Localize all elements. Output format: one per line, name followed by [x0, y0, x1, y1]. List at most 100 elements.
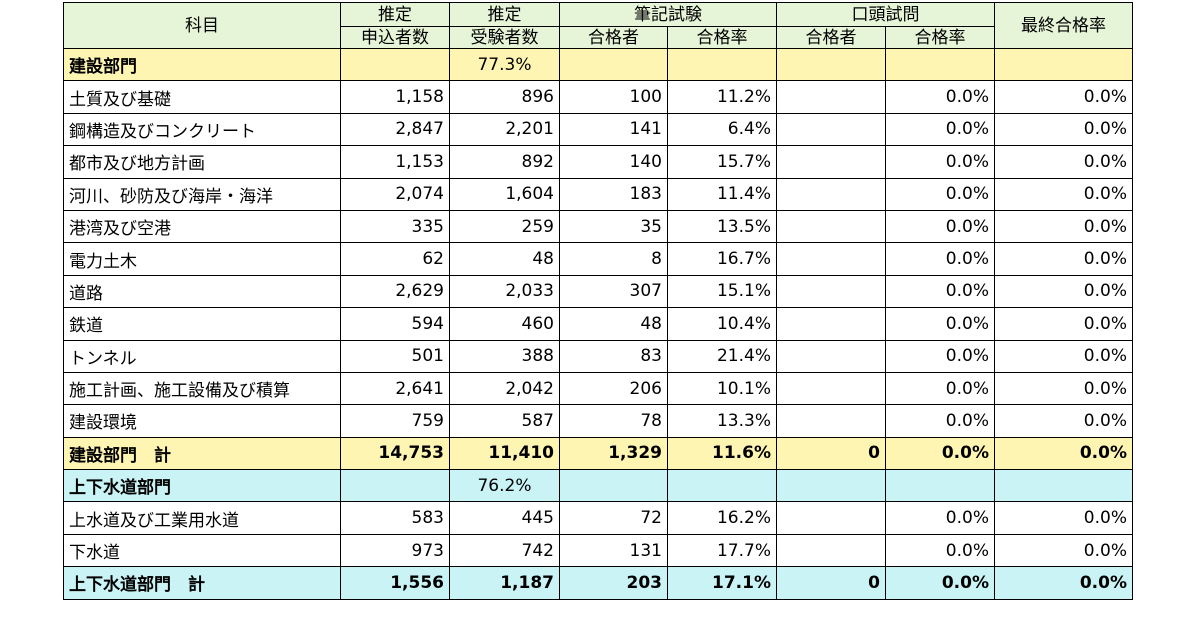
total-written-passers-cell: 1,329 — [559, 436, 668, 471]
examinees-cell: 1,604 — [449, 177, 560, 211]
written-rate-cell: 21.4% — [667, 339, 777, 373]
written-passers-cell: 48 — [559, 307, 668, 341]
oral-passers-cell — [776, 501, 886, 535]
table-row: 上水道及び工業用水道 583 445 72 16.2% 0.0% 0.0% — [63, 501, 1133, 535]
written-rate-cell: 13.3% — [667, 404, 777, 438]
oral-passers-cell — [776, 145, 886, 179]
final-rate-cell: 0.0% — [994, 501, 1133, 535]
final-rate-cell: 0.0% — [994, 274, 1133, 309]
total-oral-passers-cell: 0 — [776, 566, 886, 600]
header-examinees-line2: 受験者数 — [449, 26, 560, 49]
written-passers-cell: 83 — [559, 339, 668, 373]
header-oral-rate: 合格率 — [885, 26, 995, 49]
section-header-row: 建設部門 77.3% — [63, 47, 1133, 82]
table-row: 道路 2,629 2,033 307 15.1% 0.0% 0.0% — [63, 274, 1133, 309]
final-rate-cell: 0.0% — [994, 307, 1133, 341]
applicants-cell: 501 — [340, 339, 450, 373]
subject-cell: 道路 — [63, 274, 341, 309]
written-passers-cell: 72 — [559, 501, 668, 535]
empty-cell — [340, 469, 450, 503]
oral-rate-cell: 0.0% — [885, 242, 995, 276]
section-name: 上下水道部門 — [63, 469, 341, 503]
header-final-rate: 最終合格率 — [994, 2, 1133, 49]
final-rate-cell: 0.0% — [994, 404, 1133, 438]
header-applicants-line2: 申込者数 — [340, 26, 450, 49]
examinees-cell: 48 — [449, 242, 560, 276]
empty-cell — [885, 469, 995, 503]
header-applicants-line1: 推定 — [340, 2, 450, 27]
total-oral-rate-cell: 0.0% — [885, 566, 995, 600]
empty-cell — [994, 47, 1133, 82]
empty-cell — [559, 469, 668, 503]
oral-passers-cell — [776, 242, 886, 276]
final-rate-cell: 0.0% — [994, 177, 1133, 211]
written-rate-cell: 11.4% — [667, 177, 777, 211]
subject-cell: 河川、砂防及び海岸・海洋 — [63, 177, 341, 211]
section-total-row: 上下水道部門 計 1,556 1,187 203 17.1% 0 0.0% 0.0% — [63, 566, 1133, 600]
table-row: 電力土木 62 48 8 16.7% 0.0% 0.0% — [63, 242, 1133, 276]
header-row-1: 科目 推定 推定 筆記試験 口頭試問 最終合格率 — [63, 2, 1133, 49]
empty-cell — [559, 47, 668, 82]
oral-rate-cell: 0.0% — [885, 80, 995, 114]
written-passers-cell: 100 — [559, 80, 668, 114]
final-rate-cell: 0.0% — [994, 371, 1133, 406]
written-rate-cell: 15.1% — [667, 274, 777, 309]
applicants-cell: 1,158 — [340, 80, 450, 114]
total-written-rate-cell: 11.6% — [667, 436, 777, 471]
header-oral-passers: 合格者 — [776, 26, 886, 49]
oral-rate-cell: 0.0% — [885, 112, 995, 147]
oral-rate-cell: 0.0% — [885, 274, 995, 309]
oral-rate-cell: 0.0% — [885, 371, 995, 406]
written-passers-cell: 140 — [559, 145, 668, 179]
total-final-rate-cell: 0.0% — [994, 566, 1133, 600]
section-exam-rate: 76.2% — [449, 469, 560, 503]
header-written-exam: 筆記試験 — [559, 2, 777, 27]
applicants-cell: 2,847 — [340, 112, 450, 147]
oral-rate-cell: 0.0% — [885, 177, 995, 211]
written-passers-cell: 183 — [559, 177, 668, 211]
subject-cell: 下水道 — [63, 533, 341, 568]
final-rate-cell: 0.0% — [994, 533, 1133, 568]
applicants-cell: 2,074 — [340, 177, 450, 211]
total-final-rate-cell: 0.0% — [994, 436, 1133, 471]
subject-cell: 鋼構造及びコンクリート — [63, 112, 341, 147]
oral-passers-cell — [776, 339, 886, 373]
examinees-cell: 587 — [449, 404, 560, 438]
examinees-cell: 892 — [449, 145, 560, 179]
table-body: 科目 推定 推定 筆記試験 口頭試問 最終合格率 申込者数 受験者数 合格者 合… — [63, 2, 1133, 600]
oral-passers-cell — [776, 404, 886, 438]
empty-cell — [340, 47, 450, 82]
written-rate-cell: 11.2% — [667, 80, 777, 114]
written-rate-cell: 10.1% — [667, 371, 777, 406]
written-passers-cell: 8 — [559, 242, 668, 276]
oral-passers-cell — [776, 177, 886, 211]
final-rate-cell: 0.0% — [994, 339, 1133, 373]
oral-rate-cell: 0.0% — [885, 307, 995, 341]
header-oral-exam: 口頭試問 — [776, 2, 995, 27]
results-table: 科目 推定 推定 筆記試験 口頭試問 最終合格率 申込者数 受験者数 合格者 合… — [63, 2, 1133, 600]
applicants-cell: 62 — [340, 242, 450, 276]
written-rate-cell: 10.4% — [667, 307, 777, 341]
applicants-cell: 1,153 — [340, 145, 450, 179]
section-exam-rate: 77.3% — [449, 47, 560, 82]
written-rate-cell: 13.5% — [667, 209, 777, 244]
oral-passers-cell — [776, 209, 886, 244]
examinees-cell: 445 — [449, 501, 560, 535]
table-row: 河川、砂防及び海岸・海洋 2,074 1,604 183 11.4% 0.0% 0.0% — [63, 177, 1133, 211]
written-passers-cell: 35 — [559, 209, 668, 244]
subject-cell: 電力土木 — [63, 242, 341, 276]
total-subject-cell: 上下水道部門 計 — [63, 566, 341, 600]
table-row: トンネル 501 388 83 21.4% 0.0% 0.0% — [63, 339, 1133, 373]
written-rate-cell: 16.7% — [667, 242, 777, 276]
empty-cell — [994, 469, 1133, 503]
oral-rate-cell: 0.0% — [885, 209, 995, 244]
written-passers-cell: 206 — [559, 371, 668, 406]
total-written-rate-cell: 17.1% — [667, 566, 777, 600]
oral-rate-cell: 0.0% — [885, 339, 995, 373]
total-oral-passers-cell: 0 — [776, 436, 886, 471]
table-row: 鉄道 594 460 48 10.4% 0.0% 0.0% — [63, 307, 1133, 341]
total-examinees-cell: 1,187 — [449, 566, 560, 600]
written-passers-cell: 78 — [559, 404, 668, 438]
subject-cell: 港湾及び空港 — [63, 209, 341, 244]
empty-cell — [667, 469, 777, 503]
